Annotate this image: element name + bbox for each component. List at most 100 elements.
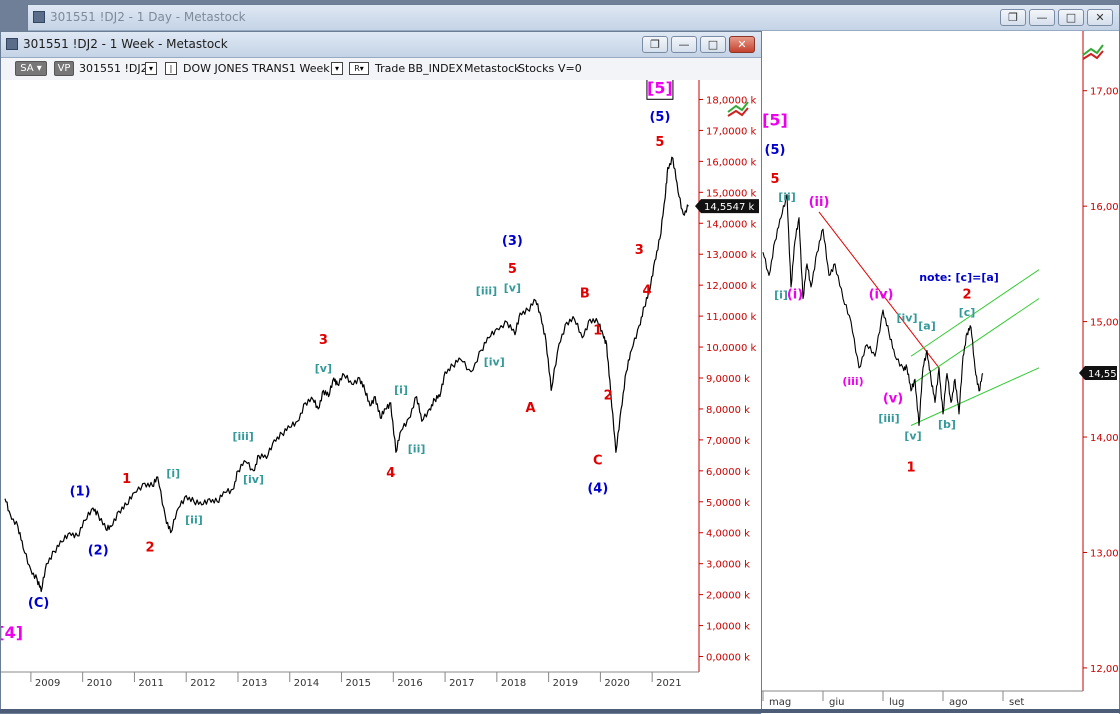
wave-label: [4] [1,623,23,642]
restore-icon[interactable]: ❐ [1000,9,1026,26]
maximize-button[interactable]: □ [1058,9,1084,26]
close-button[interactable]: ✕ [1087,9,1113,26]
wave-label: [i] [166,467,180,480]
trendline-green [910,298,1040,386]
period-label: 1 Week [289,62,330,75]
y-tick-label: 15,0000 k [706,188,757,199]
x-tick-label: 2017 [449,678,474,689]
vp-button[interactable]: VP [54,61,74,76]
wave-label: 1 [906,461,915,476]
wave-label: note: [c]=[a] [919,271,999,284]
y-tick-label: 0,0000 k [706,653,750,664]
y-tick-label: 16,0000 k [1090,202,1119,213]
trade-label[interactable]: Trade [375,62,406,75]
wave-label: 4 [386,466,395,481]
weekly-window-titlebar[interactable]: 301551 !DJ2 - 1 Week - Metastock ❐ — □ ✕ [1,32,761,58]
wave-label: B [580,287,590,302]
y-tick-label: 17,0000 k [1090,87,1119,98]
x-tick-label: 2011 [138,678,163,689]
x-tick-label: 2019 [553,678,578,689]
y-tick-label: 1,0000 k [706,622,750,633]
wave-label: (3) [502,234,523,249]
wave-label: (i) [787,288,803,303]
wave-label: (5) [765,143,786,158]
wave-label: 5 [508,262,517,277]
last-value-label: 14,5547 k [704,202,755,213]
refresh-icon [1082,44,1104,56]
maximize-button[interactable]: □ [700,36,726,53]
wave-label: (4) [587,482,608,497]
y-tick-label: 3,0000 k [706,560,750,571]
chart-toolbar: SA ▾ VP 301551 !DJ2 ▾ | DOW JONES TRANS … [1,58,761,81]
y-tick-label: 11,0000 k [706,312,757,323]
weekly-chart-window: 301551 !DJ2 - 1 Week - Metastock ❐ — □ ✕… [0,31,762,713]
trendline-red [818,211,940,369]
daily-window-title: 301551 !DJ2 - 1 Day - Metastock [50,10,246,24]
weekly-window-title: 301551 !DJ2 - 1 Week - Metastock [23,37,228,51]
last-value-label: 14,5547 k [1088,369,1119,380]
wave-label: [a] [918,320,935,333]
close-button[interactable]: ✕ [729,36,755,53]
wave-label: 1 [593,324,602,339]
y-tick-label: 8,0000 k [706,405,750,416]
period-dropdown-icon[interactable]: ▾ [331,62,343,75]
wave-label: 3 [635,243,644,258]
x-tick-label: 2015 [346,678,371,689]
y-tick-label: 14,0000 k [706,219,757,230]
y-tick-label: 9,0000 k [706,374,750,385]
x-tick-label: 2012 [190,678,215,689]
x-tick-label: 2014 [294,678,319,689]
symbol-label: 301551 !DJ2 [79,62,148,75]
wave-label: (1) [70,485,91,500]
refresh-icon [727,101,749,113]
symbol-dropdown-icon[interactable]: ▾ [145,62,157,75]
wave-label: 2 [962,288,971,303]
volume-label: V=0 [558,62,582,75]
y-tick-label: 4,0000 k [706,529,750,540]
wave-label: [ii] [778,190,796,203]
trendline-green [910,269,1040,357]
chart-background [761,31,1119,714]
y-tick-label: 7,0000 k [706,436,750,447]
wave-label: [ii] [185,513,203,526]
y-tick-label: 15,0000 k [1090,318,1119,329]
wave-label: [iv] [484,356,505,369]
x-tick-label: mag [769,697,791,708]
price-series-line [4,156,689,593]
metastock-app-icon [6,38,18,50]
wave-label: [iii] [878,412,899,425]
minimize-button[interactable]: — [1029,9,1055,26]
chart-background [1,80,761,712]
x-tick-label: 2009 [35,678,60,689]
x-tick-label: giu [829,697,844,708]
refresh-icon [1082,50,1104,60]
y-tick-label: 12,0000 k [706,281,757,292]
wave-label: (iv) [869,288,894,303]
wave-label: [c] [959,306,976,319]
wave-label: [iv] [897,312,918,325]
wave-label: (C) [28,596,49,611]
wave-label: 3 [319,333,328,348]
wave-label: (ii) [809,195,830,210]
source-label: Metastock [464,62,521,75]
daily-window-titlebar[interactable]: 301551 !DJ2 - 1 Day - Metastock ❐ — □ ✕ [28,5,1119,31]
minimize-button[interactable]: — [671,36,697,53]
wave-label: 2 [604,389,613,404]
x-tick-label: 2013 [242,678,267,689]
last-value-tag [695,199,759,214]
chart-type-icon[interactable]: | [165,62,177,75]
x-tick-label: 2016 [397,678,422,689]
stocks-label: Stocks [518,62,555,75]
restore-icon[interactable]: ❐ [642,36,668,53]
sa-button[interactable]: SA ▾ [15,61,47,76]
y-tick-label: 12,0000 k [1090,664,1119,675]
wave-label: [5] [647,80,673,97]
weekly-price-chart: 0,0000 k 1,0000 k 2,0000 k 3,0000 k 4,0000 k… [1,80,761,712]
refresh-icon [727,107,749,117]
r-dropdown[interactable]: R▾ [349,62,369,75]
wave-label: [5] [762,110,788,129]
y-tick-label: 2,0000 k [706,591,750,602]
y-tick-label: 13,0000 k [1090,548,1119,559]
wave-label: (5) [649,110,670,125]
wave-label: [i] [394,383,408,396]
